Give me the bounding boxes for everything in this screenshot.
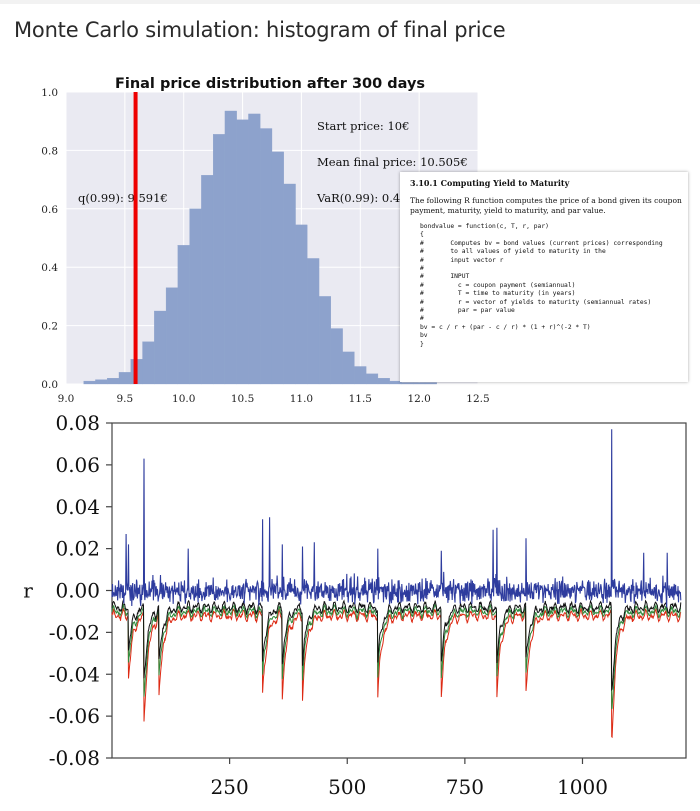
code-inset-heading: 3.10.1 Computing Yield to Maturity <box>410 178 570 188</box>
histogram-bar <box>236 119 249 385</box>
code-inset-description: The following R function computes the pr… <box>410 196 682 215</box>
rate-y-tick-label: -0.06 <box>49 704 100 728</box>
histogram-bar <box>212 134 226 385</box>
histogram-bar <box>295 224 308 385</box>
histogram-bar <box>177 245 190 385</box>
histogram-bar <box>366 373 379 385</box>
rate-y-tick-label: 0.08 <box>55 411 100 435</box>
histogram-y-tick-label: 0.0 <box>41 379 58 391</box>
rate-y-tick-label: 0.06 <box>55 453 100 477</box>
rate-y-tick-label: -0.04 <box>49 662 100 686</box>
histogram-bar <box>424 382 437 385</box>
code-inset-listing: bondvalue = function(c, T, r, par) { # C… <box>420 223 663 348</box>
histogram-bar <box>95 379 108 385</box>
histogram-bar <box>154 310 167 385</box>
histogram-bar <box>260 128 273 385</box>
histogram-bar <box>165 287 178 385</box>
histogram-bar <box>271 151 284 385</box>
annotation-mean-final-price: Mean final price: 10.505€ <box>317 155 468 169</box>
histogram-y-tick-label: 0.4 <box>41 262 58 274</box>
rate-y-axis-label: r <box>23 579 33 603</box>
histogram-title: Final price distribution after 300 days <box>115 76 425 92</box>
rate-x-tick-label: 1000 <box>557 775 608 799</box>
histogram-x-tick-label: 10.5 <box>231 393 254 405</box>
rate-y-tick-label: -0.08 <box>49 746 100 770</box>
histogram-bar <box>224 110 237 385</box>
rate-x-tick-label: 250 <box>211 775 249 799</box>
histogram-bar <box>118 372 131 385</box>
histogram-x-tick-label: 11.0 <box>290 393 313 405</box>
histogram-bar <box>413 382 426 385</box>
top-rule <box>0 0 700 4</box>
histogram-x-tick-label: 12.0 <box>407 393 430 405</box>
histogram-bar <box>401 382 414 385</box>
histogram-bar <box>330 328 343 385</box>
histogram-bar <box>142 341 155 385</box>
histogram-bar <box>318 296 332 385</box>
histogram-bar <box>283 183 296 385</box>
annotation-quantile: q(0.99): 9.591€ <box>78 191 168 205</box>
rate-x-tick-label: 750 <box>446 775 484 799</box>
rate-y-tick-label: 0.04 <box>55 495 100 519</box>
histogram-bar <box>307 258 320 385</box>
series-line-black <box>111 599 682 692</box>
histogram-y-tick-label: 0.6 <box>41 204 58 216</box>
histogram-x-tick-label: 12.5 <box>466 393 489 405</box>
annotation-var: VaR(0.99): 0.409 <box>316 191 415 205</box>
histogram-x-tick-label: 9.0 <box>58 393 75 405</box>
rate-x-tick-label: 500 <box>328 775 366 799</box>
histogram-bar <box>342 351 355 385</box>
rate-line-chart: 0.08 0.06 0.04 0.02 0.00 -0.02 -0.04 -0.06 -0.08… <box>23 411 687 799</box>
histogram-x-tick-label: 9.5 <box>117 393 134 405</box>
annotation-start-price: Start price: 10€ <box>317 119 409 133</box>
series-line-green <box>111 603 682 710</box>
rate-y-tick-label: 0.00 <box>55 579 100 603</box>
histogram-y-tick-label: 1.0 <box>41 87 58 99</box>
histogram-x-tick-label: 10.0 <box>172 393 195 405</box>
series-line-red <box>111 606 682 739</box>
page-title: Monte Carlo simulation: histogram of fin… <box>14 18 506 42</box>
rate-y-tick-label: -0.02 <box>49 620 100 644</box>
histogram-bar <box>354 366 367 385</box>
histogram-bar <box>377 378 390 385</box>
rate-y-tick-label: 0.02 <box>55 537 100 561</box>
histogram-bar <box>189 208 202 385</box>
code-inset: 3.10.1 Computing Yield to Maturity The f… <box>400 172 688 382</box>
histogram-bar <box>83 380 96 385</box>
histogram-bar <box>107 378 120 385</box>
histogram-bar <box>201 175 214 385</box>
histogram-bar <box>248 113 261 385</box>
histogram-y-tick-label: 0.8 <box>41 145 58 157</box>
series-line-blue <box>111 429 682 608</box>
histogram-x-tick-label: 11.5 <box>349 393 372 405</box>
histogram-y-tick-label: 0.2 <box>41 321 58 333</box>
